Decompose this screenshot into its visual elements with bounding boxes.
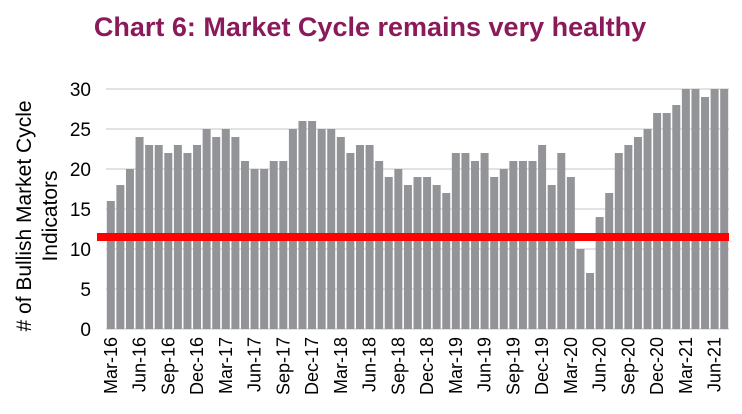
bar-Jun-20 bbox=[595, 217, 604, 329]
bar-Sep-17 bbox=[279, 161, 288, 329]
y-tick-label: 5 bbox=[80, 280, 91, 301]
bar-Feb-19 bbox=[442, 193, 451, 329]
bar-Nov-19 bbox=[528, 161, 537, 329]
x-tick-label: Dec-20 bbox=[647, 337, 667, 395]
bar-Oct-19 bbox=[518, 161, 527, 329]
bar-May-19 bbox=[471, 161, 479, 329]
x-tick-label: Sep-17 bbox=[273, 337, 293, 395]
bar-Jan-19 bbox=[432, 185, 441, 329]
bar-Jan-20 bbox=[547, 185, 556, 329]
x-tick-label: Mar-16 bbox=[101, 337, 121, 394]
chart-title: Chart 6: Market Cycle remains very healt… bbox=[93, 12, 647, 42]
bar-Oct-17 bbox=[288, 129, 297, 329]
x-tick-label: Mar-19 bbox=[446, 337, 466, 394]
bar-Aug-18 bbox=[384, 177, 393, 329]
x-tick-label: Jun-21 bbox=[705, 337, 725, 392]
bar-Jun-21 bbox=[710, 89, 719, 329]
x-tick-label: Sep-18 bbox=[388, 337, 408, 395]
bar-May-20 bbox=[586, 273, 595, 329]
bar-Jul-20 bbox=[605, 193, 614, 329]
y-tick-label: 25 bbox=[70, 120, 91, 141]
y-tick-label: 20 bbox=[70, 160, 91, 181]
bar-Sep-18 bbox=[394, 169, 403, 329]
bar-Nov-18 bbox=[413, 177, 422, 329]
bar-Apr-20 bbox=[576, 249, 585, 329]
bar-May-17 bbox=[240, 161, 249, 329]
bar-Jul-19 bbox=[490, 177, 499, 329]
y-tick-label: 15 bbox=[70, 200, 91, 221]
x-tick-label: Dec-16 bbox=[187, 337, 207, 395]
bar-May-16 bbox=[125, 169, 134, 329]
x-tick-label: Dec-19 bbox=[532, 337, 552, 395]
bar-Sep-19 bbox=[509, 161, 518, 329]
x-tick-label: Jun-19 bbox=[475, 337, 495, 392]
x-tick-label: Jun-17 bbox=[245, 337, 265, 392]
bar-Jan-21 bbox=[662, 113, 671, 329]
bar-Nov-20 bbox=[643, 129, 652, 329]
x-tick-label: Jun-20 bbox=[590, 337, 610, 392]
x-tick-label: Mar-20 bbox=[561, 337, 581, 394]
bar-Aug-17 bbox=[269, 161, 278, 329]
y-tick-label: 10 bbox=[70, 240, 91, 261]
bar-Aug-19 bbox=[499, 169, 508, 329]
bar-Mar-21 bbox=[681, 89, 690, 329]
bar-Jun-17 bbox=[250, 169, 259, 329]
bar-Dec-17 bbox=[308, 121, 317, 329]
bar-Oct-18 bbox=[403, 185, 412, 329]
bar-Jul-21 bbox=[720, 89, 729, 329]
x-tick-label: Mar-18 bbox=[331, 337, 351, 394]
bar-Apr-16 bbox=[116, 185, 125, 329]
bar-Jan-17 bbox=[202, 129, 211, 329]
bar-Jul-17 bbox=[260, 169, 269, 329]
x-tick-label: Jun-16 bbox=[130, 337, 150, 392]
x-tick-label: Dec-17 bbox=[302, 337, 322, 395]
bar-Jul-18 bbox=[375, 161, 384, 329]
bar-May-21 bbox=[701, 97, 710, 329]
bar-Mar-17 bbox=[221, 129, 230, 329]
x-tick-label: Mar-17 bbox=[216, 337, 236, 394]
y-tick-label: 0 bbox=[80, 320, 91, 341]
bar-Dec-20 bbox=[653, 113, 662, 329]
bar-Jan-18 bbox=[317, 129, 326, 329]
bar-Feb-21 bbox=[672, 105, 681, 329]
x-tick-label: Sep-20 bbox=[618, 337, 638, 395]
bar-Dec-18 bbox=[423, 177, 432, 329]
x-tick-label: Dec-18 bbox=[417, 337, 437, 395]
x-tick-label: Jun-18 bbox=[360, 337, 380, 392]
bar-Mar-20 bbox=[566, 177, 575, 329]
bar-Apr-21 bbox=[691, 89, 700, 329]
x-tick-label: Sep-19 bbox=[503, 337, 523, 395]
bar-Nov-17 bbox=[298, 121, 307, 329]
y-tick-label: 30 bbox=[70, 80, 91, 101]
bar-Feb-18 bbox=[327, 129, 336, 329]
x-tick-label: Mar-21 bbox=[676, 337, 696, 394]
x-tick-label: Sep-16 bbox=[158, 337, 178, 395]
bar-Mar-16 bbox=[106, 201, 115, 329]
